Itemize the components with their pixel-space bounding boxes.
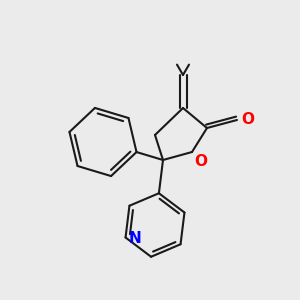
Text: O: O <box>194 154 207 169</box>
Text: O: O <box>241 112 254 128</box>
Text: N: N <box>128 231 141 246</box>
